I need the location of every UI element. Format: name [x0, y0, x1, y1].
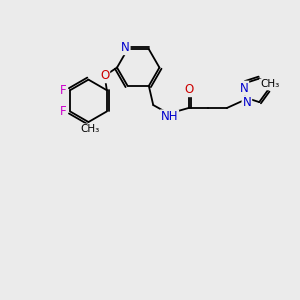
Text: O: O — [100, 69, 109, 82]
Text: N: N — [240, 82, 248, 94]
Text: NH: NH — [161, 110, 178, 123]
Text: CH₃: CH₃ — [80, 124, 100, 134]
Text: O: O — [184, 83, 193, 96]
Text: CH₃: CH₃ — [260, 80, 279, 89]
Text: N: N — [121, 41, 130, 54]
Text: F: F — [60, 105, 67, 118]
Text: N: N — [242, 96, 251, 109]
Text: F: F — [60, 84, 67, 97]
